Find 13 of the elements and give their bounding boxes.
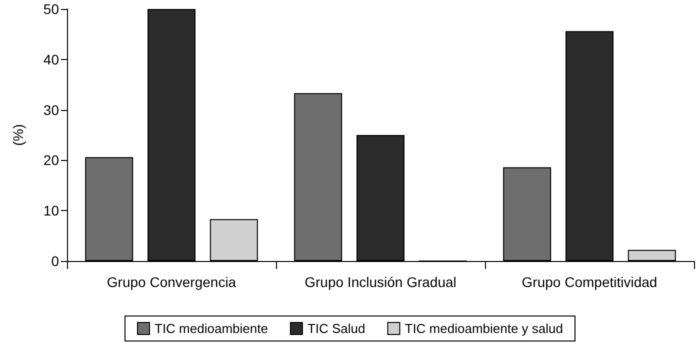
y-tick-label: 50 [43,1,60,17]
legend-label: TIC medioambiente [154,321,268,336]
x-tick-label: Grupo Convergencia [106,274,236,290]
y-tick-label: 40 [43,51,60,68]
y-tick-label: 20 [43,152,60,168]
y-tick-label: 0 [51,253,60,269]
x-tick-label: Grupo Inclusión Gradual [304,274,456,290]
y-tick-label: 30 [43,102,60,118]
x-tick-label: Grupo Competitividad [522,274,658,290]
y-tick-label: 10 [43,202,60,219]
y-axis-title: (%) [10,124,26,146]
legend-label: TIC medioambiente y salud [404,321,563,336]
legend-label: TIC Salud [307,321,366,336]
